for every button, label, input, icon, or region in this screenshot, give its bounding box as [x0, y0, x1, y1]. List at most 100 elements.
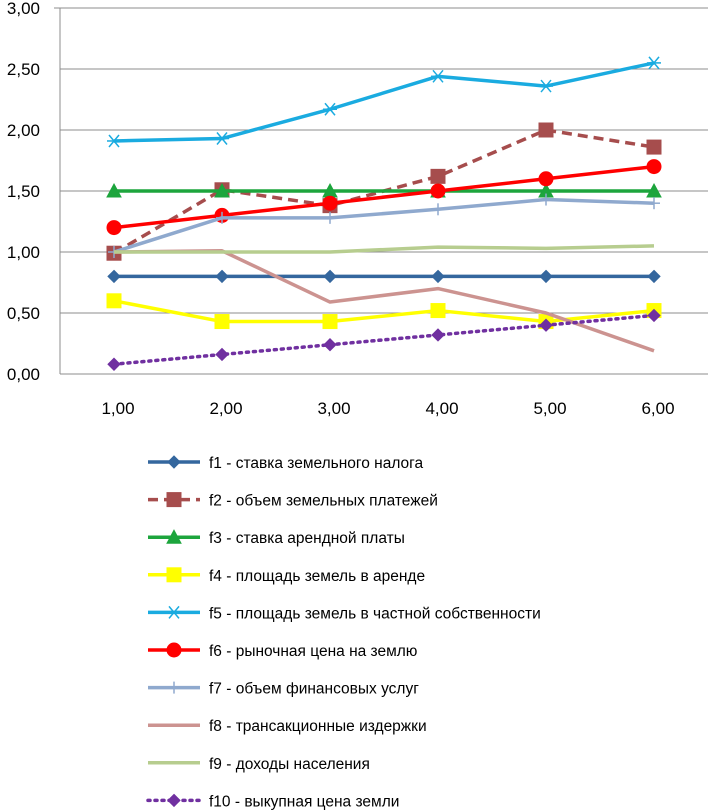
series-4-marker	[322, 314, 338, 330]
legend-label: f9 - доходы населения	[209, 756, 370, 773]
series-4-line	[113, 299, 655, 324]
series-4-marker	[166, 567, 182, 583]
y-axis-tick-labels: 0,00 0,50 1,00 1,50 2,00 2,50 3,00	[7, 0, 40, 384]
y-tick-label: 2,00	[7, 121, 40, 140]
series-5-marker	[431, 69, 445, 83]
series-5	[107, 56, 661, 148]
series-7-line	[113, 197, 655, 254]
series-10-marker	[539, 318, 553, 332]
series-6-marker	[322, 195, 338, 211]
series-9-line	[114, 244, 655, 254]
legend-item: f7 - объем финансовых услуг	[148, 681, 419, 698]
series-10-marker	[107, 357, 121, 371]
series-2-marker	[430, 168, 446, 184]
series-6	[106, 159, 662, 236]
y-tick-label: 0,00	[7, 365, 40, 384]
x-tick-label: 4,00	[425, 399, 458, 418]
series-10-marker	[431, 328, 445, 342]
y-tick-label: 2,50	[7, 60, 40, 79]
series-5-marker	[647, 56, 661, 70]
legend-item: f8 - трансакционные издержки	[148, 718, 427, 735]
x-axis-tick-labels: 1,00 2,00 3,00 4,00 5,00 6,00	[101, 399, 674, 418]
series-7-marker	[168, 681, 180, 694]
series-6-line	[113, 164, 655, 230]
series-8-line	[113, 249, 655, 353]
x-tick-label: 5,00	[533, 399, 566, 418]
series-5-line	[113, 61, 655, 143]
series-6-marker	[646, 159, 662, 175]
series-7-marker	[324, 211, 336, 224]
series-1-marker	[647, 269, 661, 284]
x-tick-label: 3,00	[317, 399, 350, 418]
series-6-marker	[166, 642, 182, 658]
series-1-marker	[431, 269, 445, 284]
series-5-marker	[167, 605, 181, 619]
series-10-marker	[647, 308, 661, 323]
series-2-marker	[538, 122, 554, 138]
series-7-marker	[540, 193, 552, 206]
legend-label: f1 - ставка земельного налога	[209, 455, 423, 472]
legend-label: f6 - рыночная цена на землю	[209, 643, 417, 660]
legend-item: f9 - доходы населения	[148, 756, 370, 773]
y-tick-label: 1,00	[7, 243, 40, 262]
series-6-marker	[430, 183, 446, 199]
legend-label: f2 - объем земельных платежей	[209, 493, 438, 510]
y-tick-label: 3,00	[7, 0, 40, 18]
y-tick-label: 0,50	[7, 304, 40, 323]
legend-item: f5 - площадь земель в частной собственно…	[148, 605, 541, 622]
series-3-marker	[646, 182, 662, 198]
series-6-marker	[538, 171, 554, 187]
series-1-marker	[215, 269, 229, 284]
legend-label: f8 - трансакционные издержки	[209, 718, 427, 735]
series-6-marker	[106, 220, 122, 236]
series-4-marker	[106, 293, 122, 309]
x-tick-label: 2,00	[209, 399, 242, 418]
legend-item: f3 - ставка арендной платы	[148, 529, 405, 547]
series-3	[106, 182, 662, 198]
series-10	[107, 308, 661, 371]
legend-label: f7 - объем финансовых услуг	[209, 681, 419, 698]
series-lines	[106, 56, 662, 371]
legend: f1 - ставка земельного налога f2 - объем …	[146, 455, 541, 810]
legend-item: f1 - ставка земельного налога	[148, 455, 423, 472]
series-7-marker	[648, 197, 660, 210]
series-4-marker	[430, 303, 446, 319]
legend-item: f2 - объем земельных платежей	[148, 492, 438, 510]
series-10-line	[112, 313, 656, 366]
legend-label: f10 - выкупная цена земли	[209, 793, 399, 810]
series-1	[107, 269, 661, 284]
series-5-marker	[107, 134, 121, 148]
series-3-marker	[106, 182, 122, 198]
series-3-marker	[166, 529, 182, 544]
series-7-marker	[216, 211, 228, 224]
series-2-marker	[646, 139, 662, 155]
legend-label: f5 - площадь земель в частной собственно…	[209, 605, 541, 622]
y-tick-label: 1,50	[7, 182, 40, 201]
series-8	[113, 249, 655, 353]
series-2-marker	[166, 492, 182, 508]
series-10-marker	[215, 347, 229, 362]
x-tick-label: 1,00	[101, 399, 134, 418]
series-1-marker	[167, 455, 181, 469]
series-4-marker	[214, 314, 230, 330]
series-3-marker	[214, 182, 230, 198]
series-10-marker	[323, 338, 337, 352]
series-5-marker	[539, 79, 553, 93]
series-1-marker	[539, 269, 553, 284]
legend-label: f3 - ставка арендной платы	[209, 530, 405, 547]
x-tick-label: 6,00	[641, 399, 674, 418]
series-9	[114, 244, 655, 254]
legend-item: f10 - выкупная цена земли	[146, 793, 399, 810]
legend-label: f4 - площадь земель в аренде	[209, 568, 425, 585]
series-7-marker	[432, 203, 444, 216]
series-1-marker	[323, 269, 337, 284]
axes	[54, 7, 708, 375]
series-10-marker	[167, 793, 181, 808]
series-5-marker	[323, 102, 337, 116]
series-5-marker	[215, 132, 229, 146]
legend-item: f6 - рыночная цена на землю	[148, 642, 417, 660]
legend-item: f4 - площадь земель в аренде	[148, 567, 425, 585]
gridlines	[60, 7, 708, 314]
series-1-marker	[107, 269, 121, 284]
